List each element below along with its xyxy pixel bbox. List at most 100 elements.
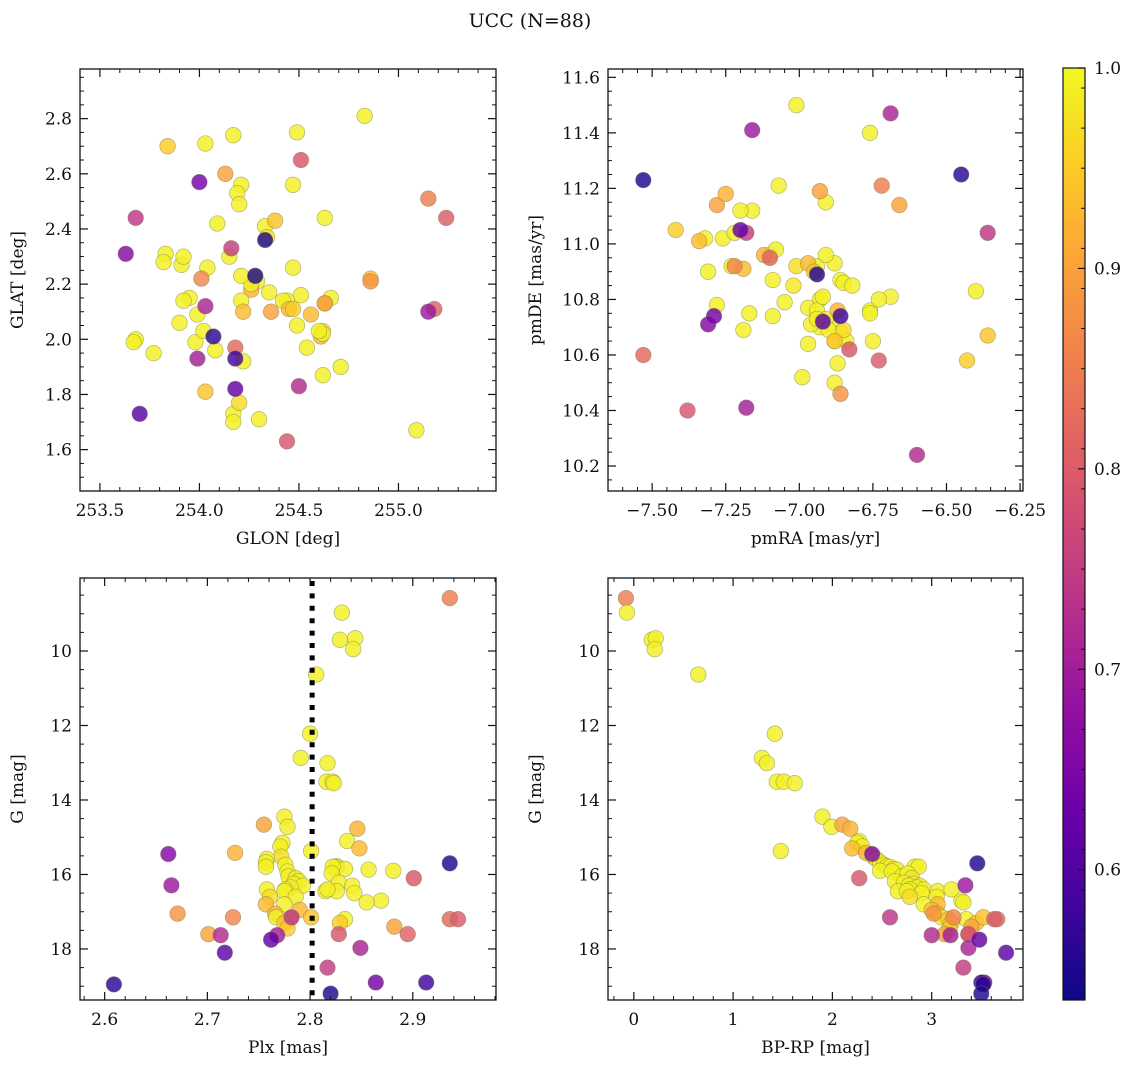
star-point — [955, 894, 972, 911]
star-point — [881, 909, 899, 926]
ylabel-glat: GLAT [deg] — [8, 231, 28, 329]
colorbar-ticks: 0.6 0.7 0.8 0.9 1.0 — [1078, 59, 1121, 971]
star-point — [953, 166, 970, 183]
star-point — [699, 263, 717, 280]
x-tick-label: 2 — [827, 1010, 838, 1030]
colorbar-tick-label: 0.8 — [1094, 460, 1121, 480]
star-point — [169, 905, 186, 922]
y-tick-label: 10 — [50, 642, 72, 662]
star-point — [844, 840, 861, 857]
star-point — [945, 909, 962, 926]
star-point — [332, 358, 349, 376]
y-tick-label: 2.6 — [45, 165, 72, 185]
star-point — [216, 944, 233, 961]
star-point — [957, 877, 974, 894]
star-point — [352, 939, 369, 957]
x-tick-label: 2.6 — [91, 1010, 118, 1030]
x-tick-label: 254.5 — [275, 501, 324, 521]
xlabel-glon: GLON [deg] — [236, 529, 340, 549]
star-point — [257, 858, 275, 875]
star-point — [197, 298, 214, 315]
ticks-pm: −7.50 −7.25 −7.00 −6.75 −6.50 −6.25 10.2 10.4 10… — [562, 68, 1046, 521]
y-tick-label: 11.0 — [562, 235, 600, 255]
star-point — [163, 877, 180, 894]
star-point — [227, 350, 244, 367]
star-point — [772, 842, 789, 860]
x-tick-label: −6.75 — [847, 501, 899, 521]
star-point — [360, 861, 377, 878]
x-tick-label: 254.0 — [175, 501, 224, 521]
star-point — [882, 105, 899, 122]
star-point — [346, 884, 363, 902]
star-point — [863, 845, 881, 863]
star-point — [314, 367, 331, 384]
star-point — [319, 754, 336, 772]
x-tick-label: 2.8 — [297, 1010, 324, 1030]
star-point — [351, 840, 368, 857]
star-point — [901, 888, 918, 905]
x-tick-label: 255.0 — [374, 501, 423, 521]
xlabel-bprp: BP-RP [mag] — [761, 1038, 870, 1058]
star-point — [405, 870, 422, 887]
star-point — [967, 282, 985, 300]
axes-frame-glon-glat — [79, 68, 497, 492]
star-point — [758, 754, 776, 772]
star-point — [159, 138, 176, 155]
x-tick-label: 1 — [728, 1010, 739, 1030]
star-point — [449, 911, 467, 928]
star-point — [832, 385, 849, 402]
star-point — [209, 215, 226, 232]
star-point — [226, 844, 244, 862]
star-point — [345, 640, 362, 658]
y-tick-label: 18 — [50, 940, 72, 960]
star-point — [322, 985, 339, 1000]
colorbar-tick-label: 0.9 — [1094, 259, 1121, 279]
star-point — [861, 305, 879, 322]
ylabel-pmde: pmDE [mas/yr] — [526, 215, 546, 345]
star-point — [923, 927, 940, 944]
star-point — [224, 909, 242, 926]
star-point — [333, 604, 351, 621]
star-point — [338, 832, 356, 850]
star-point — [960, 939, 977, 957]
star-point — [298, 339, 316, 356]
star-point — [744, 121, 761, 139]
star-point — [864, 332, 882, 350]
star-point — [764, 271, 781, 289]
star-point — [817, 246, 834, 264]
star-point — [955, 959, 972, 976]
star-point — [761, 249, 779, 266]
star-point — [708, 196, 726, 214]
colorbar-gradient — [1062, 67, 1086, 1001]
star-point — [105, 976, 123, 993]
star-point — [187, 333, 204, 351]
star-point — [292, 151, 310, 169]
x-tick-label: −6.25 — [994, 501, 1046, 521]
x-tick-label: −7.25 — [700, 501, 752, 521]
y-tick-label: 2.2 — [45, 275, 72, 295]
star-point — [844, 277, 861, 294]
points-cmd — [617, 589, 1015, 1000]
axes-frame-plx-g — [79, 577, 497, 1001]
star-point — [205, 328, 222, 345]
star-point — [262, 931, 280, 948]
star-point — [225, 413, 242, 431]
y-tick-label: 2.4 — [45, 220, 72, 240]
x-tick-label: 253.5 — [76, 501, 125, 521]
star-point — [841, 341, 858, 358]
star-point — [367, 974, 384, 991]
star-point — [851, 870, 868, 887]
star-point — [358, 894, 375, 911]
star-point — [362, 273, 379, 290]
points-glon-glat — [117, 107, 455, 450]
y-tick-label: 1.6 — [45, 441, 72, 461]
star-point — [319, 959, 336, 976]
star-point — [160, 845, 177, 863]
star-point — [770, 177, 787, 194]
star-point — [418, 974, 435, 991]
star-point — [691, 232, 708, 250]
star-point — [260, 284, 278, 301]
star-point — [292, 287, 310, 304]
star-point — [386, 918, 403, 935]
